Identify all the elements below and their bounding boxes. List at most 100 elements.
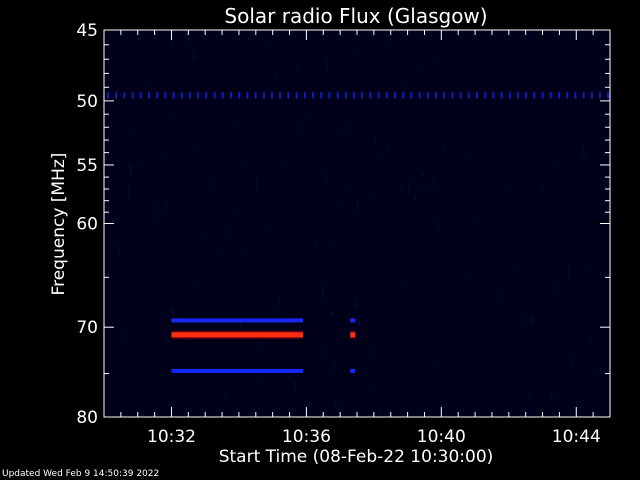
interference-dot	[180, 92, 183, 99]
noise-speck	[128, 187, 130, 196]
noise-speck	[158, 219, 160, 226]
noise-speck	[418, 62, 420, 69]
noise-speck	[281, 163, 283, 167]
noise-speck	[110, 123, 113, 127]
interference-dot	[139, 92, 142, 99]
noise-speck	[567, 265, 570, 276]
noise-speck	[299, 125, 302, 131]
interference-dot	[443, 92, 446, 99]
noise-speck	[399, 198, 401, 201]
noise-speck	[591, 370, 594, 375]
noise-speck	[374, 346, 377, 357]
noise-speck	[422, 85, 425, 97]
noise-speck	[243, 164, 245, 170]
noise-speck	[196, 280, 199, 285]
noise-speck	[188, 31, 190, 42]
interference-dot	[287, 92, 290, 99]
noise-speck	[344, 188, 347, 191]
emission-features	[107, 92, 610, 373]
noise-speck	[436, 361, 439, 366]
noise-speck	[588, 262, 591, 268]
interference-dot	[246, 92, 249, 99]
noise-speck	[277, 270, 280, 274]
noise-speck	[527, 393, 529, 400]
noise-speck	[522, 98, 524, 104]
noise-speck	[379, 155, 382, 160]
noise-speck	[237, 120, 239, 130]
interference-dot	[115, 92, 118, 99]
noise-speck	[238, 394, 240, 397]
interference-dot	[492, 92, 495, 99]
y-axis: 45 50 55 60 70 80	[76, 21, 610, 428]
noise-speck	[278, 298, 280, 306]
noise-speck	[370, 190, 372, 194]
background-noise	[104, 30, 594, 416]
interference-dot	[541, 92, 544, 99]
noise-speck	[473, 217, 475, 222]
interference-dot	[574, 92, 577, 99]
interference-dot	[336, 92, 339, 99]
interference-dot	[500, 92, 503, 99]
emission-band	[171, 318, 304, 323]
noise-speck	[325, 173, 327, 182]
noise-speck	[421, 171, 424, 177]
noise-speck	[465, 273, 467, 279]
noise-speck	[160, 155, 163, 158]
noise-speck	[333, 240, 336, 252]
noise-speck	[357, 199, 359, 210]
noise-speck	[502, 82, 504, 86]
interference-dot	[377, 92, 380, 99]
interference-dot	[131, 92, 134, 99]
x-axis-label: Start Time (08-Feb-22 10:30:00)	[219, 447, 494, 467]
interference-dot	[254, 92, 257, 99]
interference-dot	[451, 92, 454, 99]
x-axis: 10:32 10:36 10:40 10:44	[120, 30, 601, 447]
noise-speck	[587, 226, 590, 229]
interference-dot	[148, 92, 150, 99]
noise-speck	[243, 253, 245, 257]
noise-speck	[551, 161, 554, 166]
interference-dot	[549, 92, 552, 99]
emission-band	[171, 368, 304, 373]
x-tick-label: 10:32	[147, 427, 196, 447]
interference-dot	[582, 92, 585, 99]
noise-speck	[331, 311, 333, 317]
noise-speck	[330, 359, 333, 366]
noise-speck	[335, 398, 337, 410]
interference-dot	[607, 92, 610, 99]
noise-speck	[171, 305, 173, 314]
interference-dot	[599, 92, 601, 99]
noise-speck	[348, 125, 350, 132]
interference-dot	[484, 92, 487, 99]
noise-speck	[525, 314, 527, 324]
noise-speck	[582, 145, 584, 157]
interference-dot	[590, 92, 593, 99]
interference-dot	[344, 92, 347, 99]
interference-dot	[426, 92, 429, 99]
noise-speck	[423, 181, 425, 192]
noise-speck	[226, 228, 228, 237]
interference-dot	[533, 92, 536, 99]
y-tick-label: 60	[76, 215, 98, 235]
noise-speck	[172, 115, 174, 122]
noise-speck	[374, 136, 377, 142]
noise-speck	[285, 125, 288, 130]
interference-dot	[517, 92, 519, 99]
emission-band	[171, 332, 304, 338]
noise-speck	[508, 187, 510, 190]
noise-speck	[387, 142, 389, 153]
noise-speck	[167, 332, 169, 344]
interference-dot	[197, 92, 200, 99]
interference-dot	[172, 92, 175, 99]
noise-speck	[269, 224, 271, 228]
y-tick-label: 70	[76, 318, 98, 338]
noise-speck	[443, 142, 446, 153]
noise-speck	[370, 389, 372, 393]
interference-dot	[467, 92, 470, 99]
noise-speck	[378, 407, 381, 416]
noise-speck	[514, 264, 516, 272]
interference-dot	[410, 92, 413, 99]
interference-dot	[279, 92, 282, 99]
interference-dot	[394, 92, 396, 99]
